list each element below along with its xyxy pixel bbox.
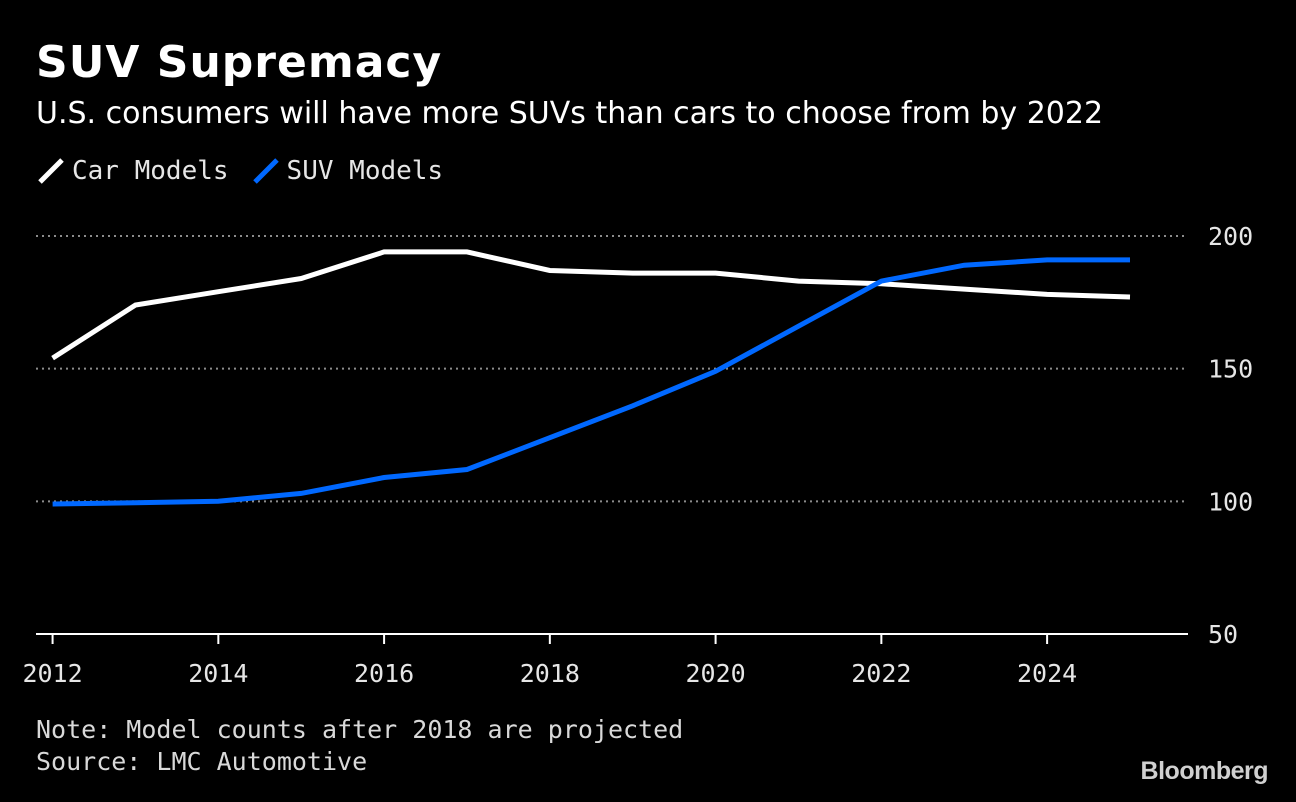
y-tick-label: 200 [1208, 222, 1253, 251]
x-tick-label: 2012 [22, 659, 82, 688]
x-tick-label: 2022 [851, 659, 911, 688]
series-lines [51, 249, 1131, 507]
legend-item-suv: SUV Models [251, 156, 444, 186]
x-tick-label: 2024 [1017, 659, 1077, 688]
legend-label-suv: SUV Models [286, 156, 444, 186]
y-tick-label: 100 [1208, 487, 1253, 516]
x-tick-label: 2018 [520, 659, 580, 688]
x-tick-label: 2016 [354, 659, 414, 688]
bloomberg-logo: Bloomberg [1140, 757, 1269, 785]
legend-swatch-suv-icon [252, 158, 279, 184]
legend-swatch-car-icon [38, 158, 64, 184]
y-tick-label: 150 [1208, 355, 1253, 384]
x-tick-label: 2020 [685, 659, 745, 688]
series-line-suv-models [52, 257, 1130, 507]
chart-subtitle: U.S. consumers will have more SUVs than … [36, 96, 1104, 131]
legend: Car Models SUV Models [36, 156, 465, 186]
footnotes: Note: Model counts after 2018 are projec… [36, 714, 683, 778]
y-tick-label: 50 [1208, 620, 1238, 649]
chart-title: SUV Supremacy [36, 37, 443, 88]
gridlines [36, 235, 1188, 503]
source-text: Source: LMC Automotive [36, 747, 368, 776]
legend-item-car: Car Models [36, 156, 229, 186]
legend-label-car: Car Models [72, 156, 229, 186]
x-tick-labels: 2012 2014 2016 2018 2020 2022 2024 [22, 659, 1077, 688]
x-axis [36, 633, 1188, 644]
x-tick-label: 2014 [188, 659, 248, 688]
y-tick-labels: 50 100 150 200 [1208, 222, 1253, 649]
note-text: Note: Model counts after 2018 are projec… [36, 715, 684, 744]
series-line-car-models [51, 249, 1131, 361]
